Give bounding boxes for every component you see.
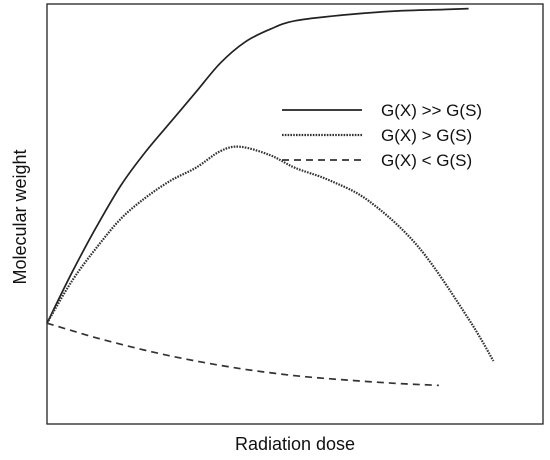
series-line-1	[46, 7, 469, 324]
y-axis-label: Molecular weight	[10, 149, 30, 284]
legend-label-1: G(X) >> G(S)	[381, 101, 482, 120]
plot-frame	[46, 3, 544, 425]
series-line-2	[46, 145, 495, 362]
legend-label-2: G(X) > G(S)	[381, 126, 472, 145]
legend: G(X) >> G(S) G(X) > G(S) G(X) < G(S)	[282, 101, 482, 170]
series-layer	[46, 7, 495, 387]
x-axis-label: Radiation dose	[235, 434, 355, 454]
series-line-3	[46, 322, 439, 387]
legend-label-3: G(X) < G(S)	[381, 151, 472, 170]
